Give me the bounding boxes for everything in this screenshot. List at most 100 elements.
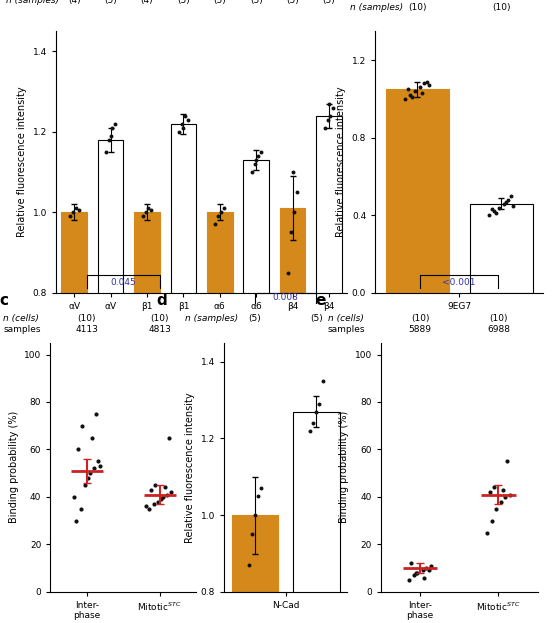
Bar — [280, 208, 305, 615]
Point — [306, 426, 315, 436]
Point — [498, 485, 507, 495]
Point — [108, 123, 116, 133]
Y-axis label: Relative fluorescence intensity: Relative fluorescence intensity — [336, 87, 346, 237]
Y-axis label: Relative fluorescence intensity: Relative fluorescence intensity — [17, 87, 27, 237]
Point — [248, 530, 256, 540]
Point — [408, 92, 417, 102]
Point — [420, 573, 429, 583]
Point — [141, 207, 150, 217]
Y-axis label: Binding probability (%): Binding probability (%) — [339, 411, 349, 523]
Point — [506, 191, 515, 201]
Point — [290, 207, 298, 217]
Point — [292, 187, 301, 197]
Point — [150, 499, 158, 509]
Text: (4): (4) — [141, 0, 153, 5]
Point — [92, 409, 101, 419]
Text: (10): (10) — [150, 314, 169, 323]
Bar — [470, 204, 533, 293]
Text: <0.001: <0.001 — [442, 278, 476, 287]
Point — [287, 227, 296, 237]
Text: 0.045: 0.045 — [110, 278, 136, 287]
Point — [256, 483, 265, 493]
Text: c: c — [0, 293, 8, 308]
Text: 5889: 5889 — [408, 325, 432, 335]
Point — [489, 482, 498, 492]
Point — [427, 561, 436, 571]
Bar — [232, 515, 278, 623]
Point — [492, 208, 501, 218]
Text: (4): (4) — [68, 0, 81, 5]
Bar — [244, 160, 269, 615]
Point — [413, 568, 422, 578]
Point — [74, 206, 83, 216]
Point — [425, 80, 434, 90]
Text: (10): (10) — [492, 2, 511, 12]
Text: n (cells): n (cells) — [328, 314, 364, 323]
Point — [253, 151, 262, 161]
Y-axis label: Relative fluorescence intensity: Relative fluorescence intensity — [185, 392, 195, 543]
Point — [105, 135, 114, 145]
Point — [407, 558, 416, 568]
Point — [410, 86, 419, 96]
Text: n (cells): n (cells) — [3, 314, 39, 323]
Point — [503, 195, 512, 205]
Text: samples: samples — [3, 325, 41, 335]
Point — [162, 490, 171, 500]
Point — [95, 461, 104, 471]
Point — [157, 494, 166, 504]
Point — [406, 90, 415, 100]
Bar — [62, 212, 87, 615]
Point — [309, 418, 318, 428]
Bar — [386, 89, 449, 293]
Text: (10): (10) — [408, 2, 427, 12]
Bar — [134, 212, 160, 615]
Point — [158, 492, 167, 502]
Point — [483, 528, 492, 538]
Point — [144, 504, 153, 514]
Text: 4813: 4813 — [148, 325, 171, 335]
Point — [220, 203, 228, 213]
Point — [418, 566, 427, 576]
Point — [71, 203, 80, 213]
Point — [484, 211, 493, 221]
Text: 4113: 4113 — [76, 325, 98, 335]
Point — [490, 206, 499, 216]
Point — [160, 482, 169, 492]
Text: 0.008: 0.008 — [273, 293, 298, 302]
Text: (5): (5) — [249, 314, 261, 323]
Y-axis label: Binding probability (%): Binding probability (%) — [8, 411, 18, 523]
Point — [110, 119, 119, 129]
Text: samples: samples — [328, 325, 366, 335]
Point — [78, 421, 87, 430]
Point — [419, 78, 428, 88]
Text: n (samples): n (samples) — [185, 314, 238, 323]
Text: (5): (5) — [177, 0, 190, 5]
Bar — [98, 140, 123, 615]
Bar — [316, 116, 342, 615]
Point — [69, 492, 78, 502]
Point — [492, 504, 501, 514]
Point — [84, 473, 93, 483]
Point — [400, 94, 409, 104]
Point — [318, 376, 327, 386]
Point — [244, 560, 253, 570]
Point — [165, 432, 174, 442]
Text: (5): (5) — [310, 314, 323, 323]
Text: (5): (5) — [104, 0, 117, 5]
Point — [424, 566, 433, 576]
Point — [94, 456, 103, 466]
Point — [485, 487, 494, 497]
Point — [288, 167, 297, 177]
Point — [147, 206, 156, 216]
Point — [417, 88, 426, 98]
Point — [503, 456, 512, 466]
Text: e: e — [315, 293, 325, 308]
Point — [487, 204, 496, 214]
Point — [73, 444, 82, 454]
Bar — [293, 412, 339, 623]
Point — [329, 103, 338, 113]
Point — [211, 219, 220, 229]
Point — [146, 485, 155, 495]
Text: n (samples): n (samples) — [6, 0, 59, 5]
Text: (10): (10) — [77, 314, 96, 323]
